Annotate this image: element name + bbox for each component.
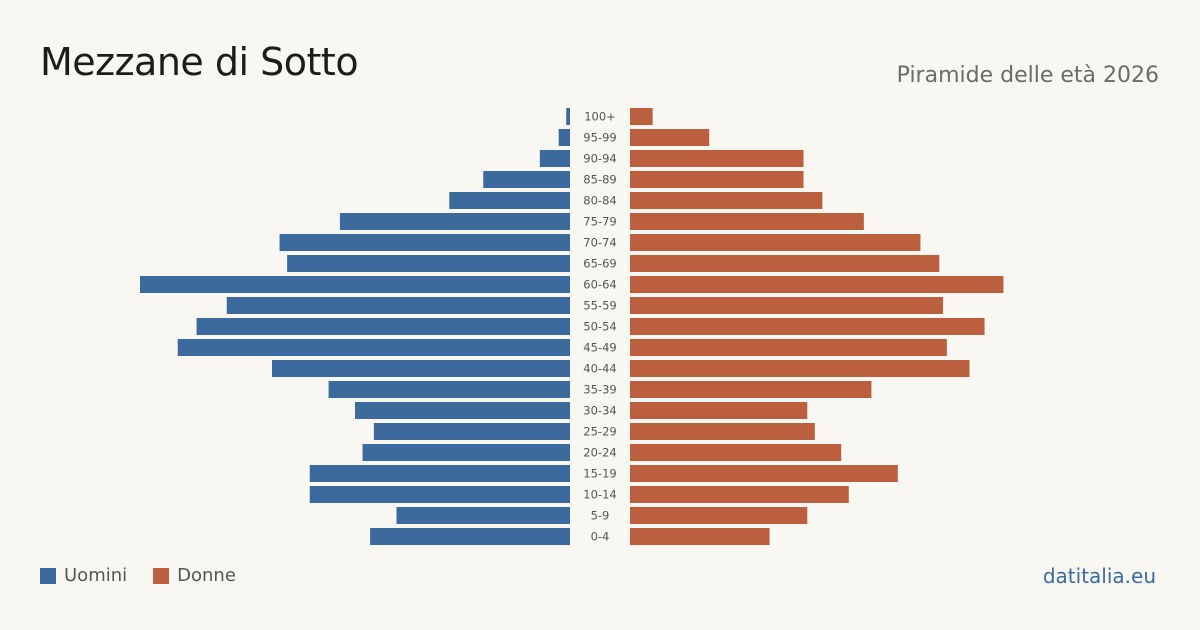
age-label-90-94: 90-94 bbox=[583, 152, 616, 166]
bar-women-40-44 bbox=[630, 360, 970, 377]
bar-men-40-44 bbox=[272, 360, 570, 377]
chart-title: Mezzane di Sotto bbox=[40, 40, 359, 84]
legend-item-women: Donne bbox=[153, 565, 236, 586]
legend-swatch-men bbox=[40, 567, 56, 584]
age-label-80-84: 80-84 bbox=[583, 194, 616, 208]
bar-men-100+ bbox=[566, 108, 570, 125]
age-label-25-29: 25-29 bbox=[583, 425, 616, 439]
brand-link[interactable]: datitalia.eu bbox=[1042, 564, 1156, 588]
bar-women-60-64 bbox=[630, 276, 1004, 293]
bar-women-20-24 bbox=[630, 444, 842, 461]
age-label-35-39: 35-39 bbox=[583, 383, 616, 397]
bar-women-85-89 bbox=[630, 171, 804, 188]
age-label-20-24: 20-24 bbox=[583, 446, 616, 460]
bar-men-65-69 bbox=[287, 255, 570, 272]
age-label-15-19: 15-19 bbox=[583, 467, 616, 481]
legend: Uomini Donne bbox=[40, 565, 262, 586]
bar-men-0-4 bbox=[370, 528, 570, 545]
bar-women-5-9 bbox=[630, 507, 808, 524]
chart-subtitle: Piramide delle età 2026 bbox=[896, 63, 1159, 88]
bar-women-50-54 bbox=[630, 318, 985, 335]
bar-women-95-99 bbox=[630, 129, 710, 146]
age-label-40-44: 40-44 bbox=[583, 362, 616, 376]
age-label-50-54: 50-54 bbox=[583, 320, 616, 334]
bar-men-90-94 bbox=[539, 150, 570, 167]
bar-women-55-59 bbox=[630, 297, 944, 314]
bar-men-80-84 bbox=[449, 192, 570, 209]
bar-women-75-79 bbox=[630, 213, 864, 230]
bar-women-30-34 bbox=[630, 402, 808, 419]
age-label-65-69: 65-69 bbox=[583, 257, 616, 271]
bar-men-55-59 bbox=[226, 297, 570, 314]
bar-men-10-14 bbox=[309, 486, 570, 503]
bar-men-85-89 bbox=[483, 171, 570, 188]
bar-women-70-74 bbox=[630, 234, 921, 251]
bar-women-65-69 bbox=[630, 255, 940, 272]
age-label-85-89: 85-89 bbox=[583, 173, 616, 187]
age-label-45-49: 45-49 bbox=[583, 341, 616, 355]
bar-men-45-49 bbox=[177, 339, 570, 356]
age-label-0-4: 0-4 bbox=[591, 530, 610, 544]
bar-men-75-79 bbox=[339, 213, 570, 230]
legend-item-men: Uomini bbox=[40, 565, 127, 586]
bar-women-25-29 bbox=[630, 423, 815, 440]
bar-women-45-49 bbox=[630, 339, 947, 356]
age-label-30-34: 30-34 bbox=[583, 404, 616, 418]
bar-men-20-24 bbox=[362, 444, 570, 461]
bar-men-50-54 bbox=[196, 318, 570, 335]
age-label-75-79: 75-79 bbox=[583, 215, 616, 229]
age-label-70-74: 70-74 bbox=[583, 236, 616, 250]
bar-women-100+ bbox=[630, 108, 653, 125]
age-label-95-99: 95-99 bbox=[583, 131, 616, 145]
bar-men-25-29 bbox=[373, 423, 570, 440]
bar-women-35-39 bbox=[630, 381, 872, 398]
bar-men-60-64 bbox=[140, 276, 570, 293]
bar-women-80-84 bbox=[630, 192, 823, 209]
bar-men-70-74 bbox=[279, 234, 570, 251]
bar-women-0-4 bbox=[630, 528, 770, 545]
age-label-60-64: 60-64 bbox=[583, 278, 616, 292]
bar-men-95-99 bbox=[558, 129, 570, 146]
legend-label-men: Uomini bbox=[64, 565, 128, 586]
bar-men-5-9 bbox=[396, 507, 570, 524]
bar-men-35-39 bbox=[328, 381, 570, 398]
age-label-10-14: 10-14 bbox=[583, 488, 616, 502]
age-label-5-9: 5-9 bbox=[591, 509, 610, 523]
age-label-100+: 100+ bbox=[584, 110, 616, 124]
bar-women-90-94 bbox=[630, 150, 804, 167]
age-label-55-59: 55-59 bbox=[583, 299, 616, 313]
bar-men-30-34 bbox=[355, 402, 570, 419]
bar-women-15-19 bbox=[630, 465, 898, 482]
bar-women-10-14 bbox=[630, 486, 849, 503]
bar-men-15-19 bbox=[309, 465, 570, 482]
legend-label-women: Donne bbox=[177, 565, 236, 586]
legend-swatch-women bbox=[153, 567, 170, 584]
